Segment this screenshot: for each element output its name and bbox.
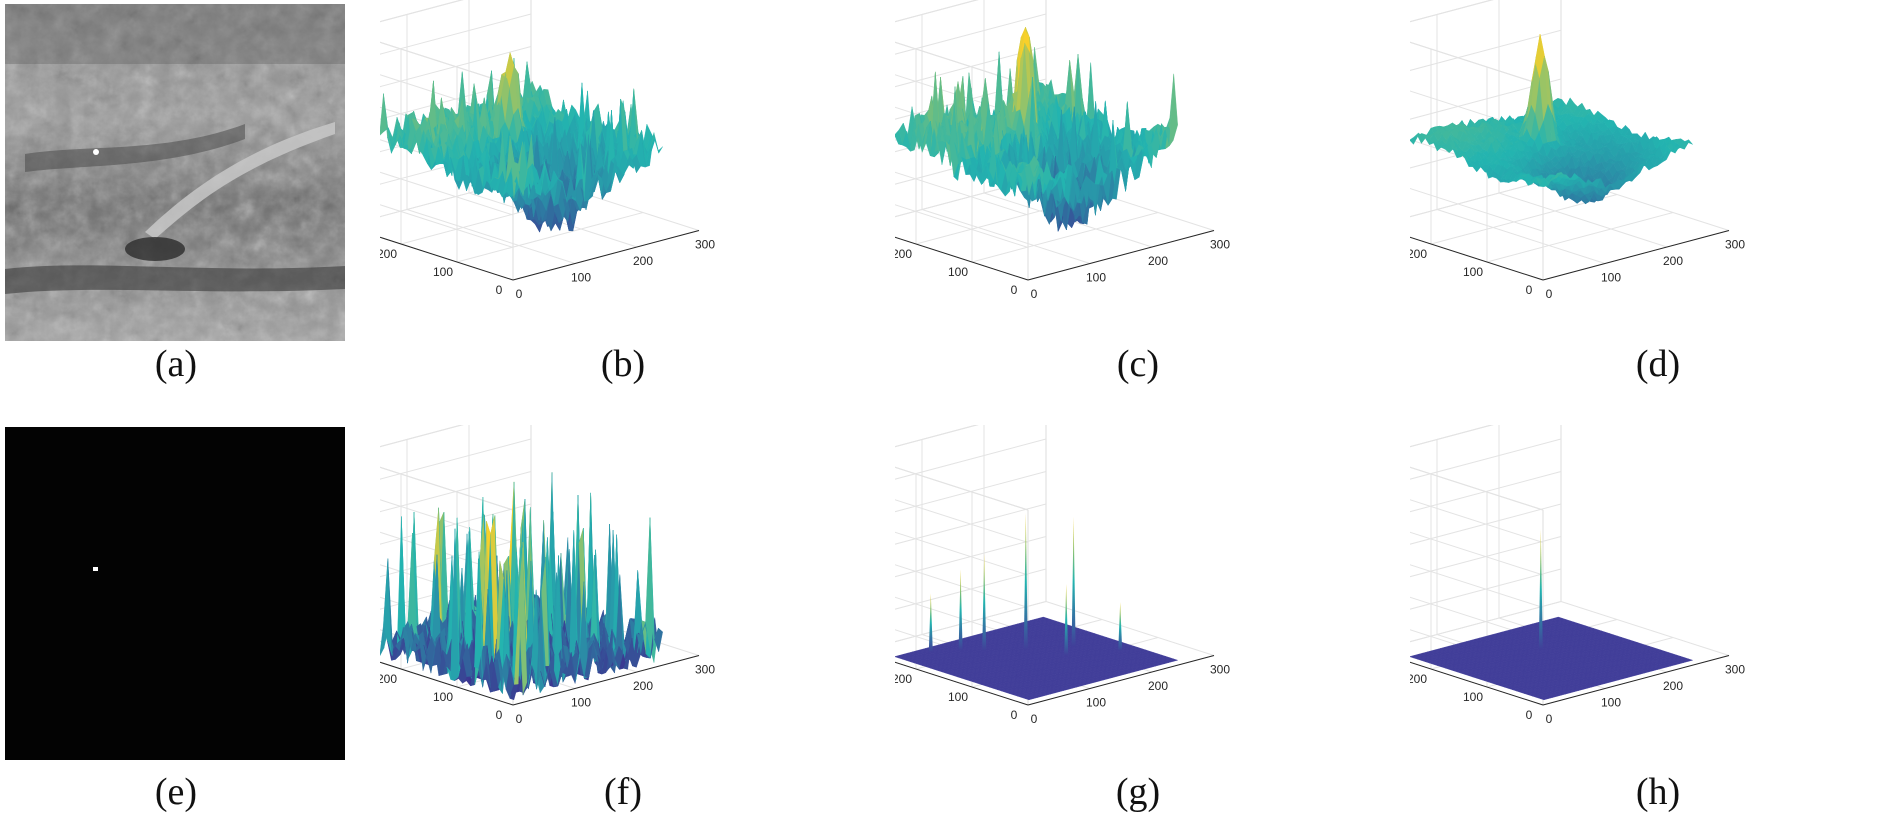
surface-plot-h: 05010015020025030001002003000100200300 [1410,425,1900,765]
thermal-scene-drawing [5,4,345,341]
panel-label-a: (a) [106,342,246,386]
panel-label-c: (c) [1068,342,1208,386]
x-tick-label: 200 [1663,254,1683,268]
panel-label-f: (f) [553,770,693,814]
surface-h [1410,617,1693,700]
y-tick-label: 100 [948,265,968,279]
panel-label-b: (b) [553,342,693,386]
x-tick-label: 300 [1210,238,1230,252]
surface-plot-b: 05010015020025030001002003000100200300 [380,0,880,340]
target-point [93,149,99,155]
x-tick-label: 300 [1725,238,1745,252]
surface-d [1410,34,1693,204]
surface-plot-c: 010020030040050060001002003000100200300 [895,0,1395,340]
y-tick-label: 0 [1526,708,1533,722]
spike-g-0 [1024,513,1028,650]
y-tick-label: 0 [1526,283,1533,297]
surface-c [895,27,1178,231]
y-tick-label: 200 [1410,247,1427,261]
thermal-scene-image [5,4,345,341]
y-tick-label: 100 [433,690,453,704]
y-tick-label: 100 [1463,690,1483,704]
y-tick-label: 0 [1011,708,1018,722]
x-tick-label: 300 [1210,663,1230,677]
x-tick-label: 100 [1086,696,1106,710]
surface-plot-g: 00.10.20.30.40.50.601002003000100200300 [895,425,1395,765]
x-tick-label: 200 [1663,679,1683,693]
x-tick-label: 100 [1601,271,1621,285]
x-tick-label: 200 [1148,254,1168,268]
spike-g-5 [1118,602,1122,651]
x-tick-label: 0 [1546,712,1553,726]
y-tick-label: 100 [433,265,453,279]
x-tick-label: 0 [516,712,523,726]
spike-g-2 [982,553,986,651]
spike-g-4 [929,593,933,652]
x-tick-label: 100 [571,696,591,710]
spike-g-1 [1072,517,1076,647]
x-tick-label: 0 [1546,287,1553,301]
x-tick-label: 100 [1601,696,1621,710]
x-tick-label: 200 [633,679,653,693]
x-tick-label: 300 [695,663,715,677]
spike-g-3 [959,569,963,650]
spike-h-0 [1539,529,1543,649]
surface-plot-d: 05010015020001002003000100200300 [1410,0,1900,340]
y-tick-label: 0 [1011,283,1018,297]
panel-label-d: (d) [1588,342,1728,386]
y-tick-label: 0 [496,708,503,722]
x-tick-label: 300 [1725,663,1745,677]
target-mask-image [5,427,345,760]
y-tick-label: 200 [380,247,397,261]
panel-label-e: (e) [106,770,246,814]
surface-plot-f: 00.10.20.30.40.50.601002003000100200300 [380,425,880,765]
x-tick-label: 100 [1086,271,1106,285]
x-tick-label: 0 [1031,287,1038,301]
y-tick-label: 200 [380,672,397,686]
spike-g-6 [1064,584,1068,656]
x-tick-label: 0 [1031,712,1038,726]
y-tick-label: 100 [948,690,968,704]
y-tick-label: 0 [496,283,503,297]
target-dot [93,567,98,571]
panel-label-h: (h) [1588,770,1728,814]
x-tick-label: 0 [516,287,523,301]
x-tick-label: 100 [571,271,591,285]
panel-label-g: (g) [1068,770,1208,814]
y-tick-label: 200 [1410,672,1427,686]
surface-g [895,617,1178,700]
x-tick-label: 200 [1148,679,1168,693]
y-tick-label: 200 [895,672,912,686]
y-tick-label: 200 [895,247,912,261]
x-tick-label: 200 [633,254,653,268]
y-tick-label: 100 [1463,265,1483,279]
x-tick-label: 300 [695,238,715,252]
